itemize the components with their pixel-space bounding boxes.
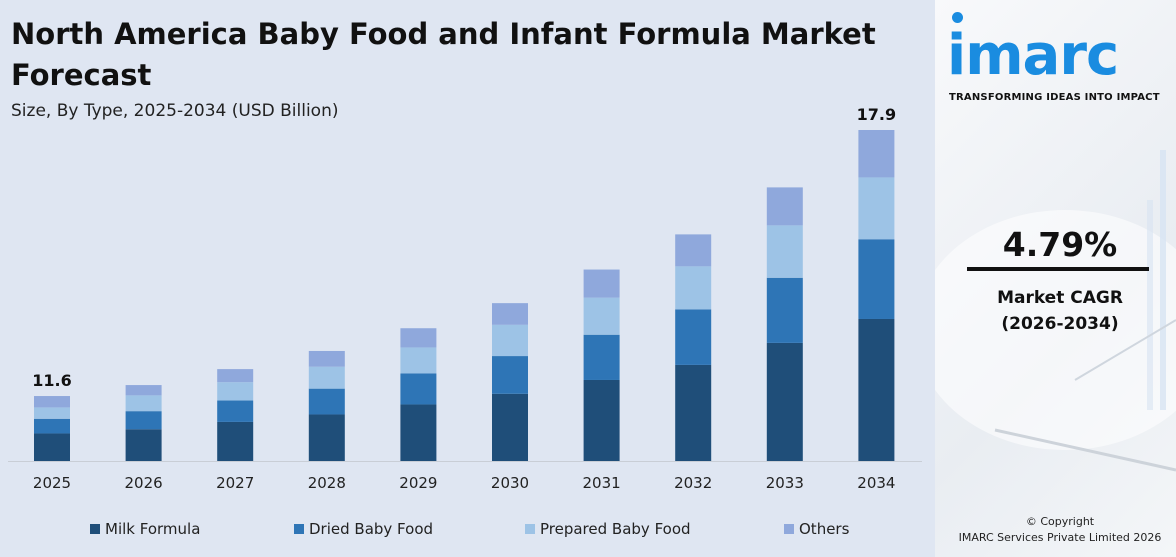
bar-segment-prepared-baby-food-2033 (766, 225, 803, 278)
bar-segment-prepared-baby-food-2034 (858, 177, 895, 240)
copyright-line-2: IMARC Services Private Limited 2026 (958, 531, 1162, 544)
bar-segment-milk-formula-2026 (125, 429, 162, 461)
bar-segment-others-2029 (400, 328, 437, 348)
x-tick-label-2026: 2026 (125, 474, 163, 492)
chart-title: North America Baby Food and Infant Formu… (11, 17, 876, 92)
legend-item-dried-baby-food: Dried Baby Food (294, 519, 525, 539)
bar-segment-others-2026 (125, 385, 162, 396)
legend-item-others: Others (784, 519, 884, 539)
bar-segment-milk-formula-2025 (34, 433, 70, 461)
x-tick-label-2025: 2025 (33, 474, 71, 492)
bar-segment-prepared-baby-food-2032 (675, 266, 712, 310)
cagr-label: Market CAGR (2026-2034) (935, 285, 1176, 337)
bar-segment-milk-formula-2032 (675, 364, 712, 461)
bar-segment-milk-formula-2027 (217, 421, 254, 461)
bar-segment-others-2030 (492, 303, 528, 325)
bar-segment-milk-formula-2030 (492, 393, 528, 461)
legend-label: Prepared Baby Food (540, 520, 691, 538)
bar-segment-others-2028 (308, 350, 345, 367)
x-tick-label-2030: 2030 (491, 474, 529, 492)
data-label-2025: 11.6 (32, 371, 71, 390)
legend-label: Dried Baby Food (309, 520, 434, 538)
chart-panel: North America Baby Food and Infant Formu… (8, 17, 922, 539)
bar-segment-dried-baby-food-2030 (492, 356, 528, 394)
bar-segment-prepared-baby-food-2025 (34, 407, 70, 419)
legend-swatch (294, 524, 304, 534)
bar-segment-prepared-baby-food-2029 (400, 347, 437, 374)
x-tick-label-2027: 2027 (216, 474, 254, 492)
x-tick-label-2033: 2033 (766, 474, 804, 492)
bar-segment-dried-baby-food-2026 (125, 411, 162, 430)
x-tick-label-2029: 2029 (399, 474, 437, 492)
data-label-2034: 17.9 (857, 105, 896, 124)
bar-segment-milk-formula-2028 (308, 414, 345, 461)
bar-segment-dried-baby-food-2028 (308, 388, 345, 415)
logo-tagline: TRANSFORMING IDEAS INTO IMPACT (949, 92, 1160, 103)
cagr-divider (967, 267, 1149, 271)
bar-segment-others-2033 (766, 187, 803, 226)
bar-segment-milk-formula-2031 (583, 379, 620, 461)
x-tick-label-2034: 2034 (857, 474, 895, 492)
copyright-line-1: © Copyright (1025, 515, 1095, 528)
x-tick-label-2028: 2028 (308, 474, 346, 492)
legend-label: Milk Formula (105, 520, 201, 538)
bar-segment-dried-baby-food-2029 (400, 373, 437, 405)
legend-item-milk-formula: Milk Formula (90, 519, 294, 539)
legend-item-prepared-baby-food: Prepared Baby Food (525, 519, 784, 539)
chart-legend: Milk Formula Dried Baby Food Prepared Baby… (90, 519, 884, 539)
bar-segment-dried-baby-food-2025 (34, 418, 70, 434)
logo-wordmark: imarc (947, 23, 1119, 88)
stacked-bar-chart: 2025 2026 2027 2028 2029 2030 2031 2032 2033 2034… (8, 105, 922, 492)
bar-segment-milk-formula-2034 (858, 318, 895, 461)
bar-segment-prepared-baby-food-2027 (217, 382, 254, 401)
cagr-period: (2026-2034) (1001, 314, 1119, 334)
legend-swatch (90, 524, 100, 534)
bar-segment-others-2034 (858, 130, 895, 178)
imarc-logo: imarc (947, 12, 1175, 86)
bar-segment-prepared-baby-food-2030 (492, 324, 528, 357)
bar-segment-prepared-baby-food-2026 (125, 395, 162, 412)
bar-segment-milk-formula-2033 (766, 342, 803, 461)
bar-segment-milk-formula-2029 (400, 404, 437, 461)
bar-segment-dried-baby-food-2034 (858, 239, 895, 319)
copyright-notice: © Copyright IMARC Services Private Limit… (935, 514, 1176, 546)
bar-segment-others-2025 (34, 396, 70, 408)
cagr-value: 4.79% (1002, 225, 1118, 264)
bar-segment-dried-baby-food-2032 (675, 309, 712, 365)
bar-segment-prepared-baby-food-2028 (308, 366, 345, 389)
legend-swatch (525, 524, 535, 534)
side-panel: imarc TRANSFORMING IDEAS INTO IMPACT 4.7… (935, 0, 1176, 557)
bar-segment-prepared-baby-food-2031 (583, 297, 620, 335)
bar-segment-dried-baby-food-2031 (583, 334, 620, 380)
bar-segment-others-2027 (217, 369, 254, 383)
chart-subtitle: Size, By Type, 2025-2034 (USD Billion) (11, 101, 339, 121)
legend-label: Others (799, 520, 850, 538)
x-tick-label-2032: 2032 (674, 474, 712, 492)
bar-segment-others-2031 (583, 269, 620, 298)
bar-segment-dried-baby-food-2027 (217, 400, 254, 422)
bar-segment-others-2032 (675, 234, 712, 267)
logo-dot-icon (952, 12, 963, 23)
cagr-label-text: Market CAGR (997, 288, 1123, 308)
legend-swatch (784, 524, 794, 534)
bar-segment-dried-baby-food-2033 (766, 277, 803, 343)
x-tick-label-2031: 2031 (583, 474, 621, 492)
